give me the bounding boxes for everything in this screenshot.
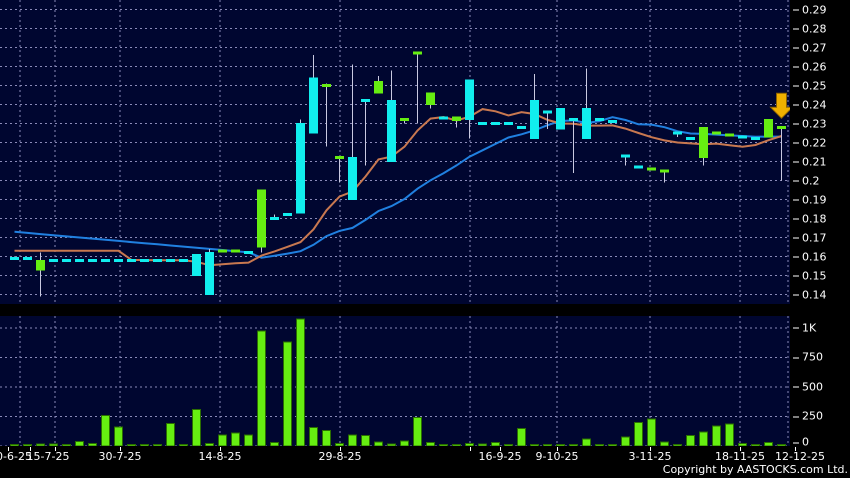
x-axis-tick	[470, 447, 471, 451]
volume-gridlines	[0, 316, 790, 446]
x-axis-tick	[120, 447, 121, 451]
volume-tick-label: 1K	[792, 321, 817, 335]
volume-tick-label: 500	[793, 380, 823, 394]
price-tick-label: 0.2	[793, 174, 820, 187]
x-axis-tick	[340, 447, 341, 451]
x-axis-tick	[740, 447, 741, 451]
date-tick-label: 16-9-25	[478, 450, 522, 463]
date-tick-label: 29-8-25	[318, 450, 362, 463]
price-tick-label: 0.25	[793, 79, 827, 92]
x-axis-tick	[500, 447, 501, 451]
price-tick-label: 0.19	[793, 193, 827, 206]
date-tick-label: 12-12-25	[775, 450, 825, 463]
date-tick-label: 30-7-25	[98, 450, 142, 463]
price-tick-label: 0.21	[793, 155, 827, 168]
x-axis-tick	[557, 447, 558, 451]
price-tick-label: 0.29	[793, 3, 827, 16]
date-tick-label: 0-6-25	[0, 450, 32, 463]
price-tick-label: 0.15	[793, 269, 827, 282]
x-axis-tick	[220, 447, 221, 451]
volume-tick-label: 0	[793, 435, 809, 449]
candlestick-series	[9, 51, 790, 297]
x-axis-tick	[650, 447, 651, 451]
x-axis-tick	[55, 447, 56, 451]
down-arrow-marker	[769, 92, 790, 120]
price-tick-label: 0.24	[793, 98, 827, 111]
price-tick-label: 0.14	[793, 288, 827, 301]
volume-tick-label: 250	[793, 409, 823, 423]
price-chart-panel[interactable]	[0, 0, 790, 304]
price-tick-label: 0.22	[793, 136, 827, 149]
price-tick-label: 0.18	[793, 212, 827, 225]
x-axis-tick	[795, 447, 796, 451]
date-tick-label: 18-11-25	[715, 450, 765, 463]
date-tick-label: 9-10-25	[535, 450, 579, 463]
price-tick-label: 0.26	[793, 60, 827, 73]
price-tick-label: 0.23	[793, 117, 827, 130]
volume-chart-panel[interactable]	[0, 316, 790, 446]
date-tick-label: 3-11-25	[628, 450, 672, 463]
x-axis-tick	[30, 447, 31, 451]
date-tick-label: 14-8-25	[198, 450, 242, 463]
price-tick-label: 0.16	[793, 250, 827, 263]
price-tick-label: 0.27	[793, 41, 827, 54]
volume-y-axis: 1K 750 500 250 0	[792, 316, 850, 449]
copyright-label: Copyright by AASTOCKS.com Ltd.	[662, 463, 848, 476]
volume-tick-label: 750	[793, 350, 823, 364]
price-tick-label: 0.17	[793, 231, 827, 244]
x-axis-tick	[8, 447, 9, 451]
date-tick-label: 15-7-25	[26, 450, 70, 463]
price-y-axis: 0.29 0.28 0.27 0.26 0.25 0.24 0.23 0.22 0.21 0.2 0…	[792, 0, 850, 304]
volume-bar-series	[9, 318, 787, 446]
price-tick-label: 0.28	[793, 22, 827, 35]
